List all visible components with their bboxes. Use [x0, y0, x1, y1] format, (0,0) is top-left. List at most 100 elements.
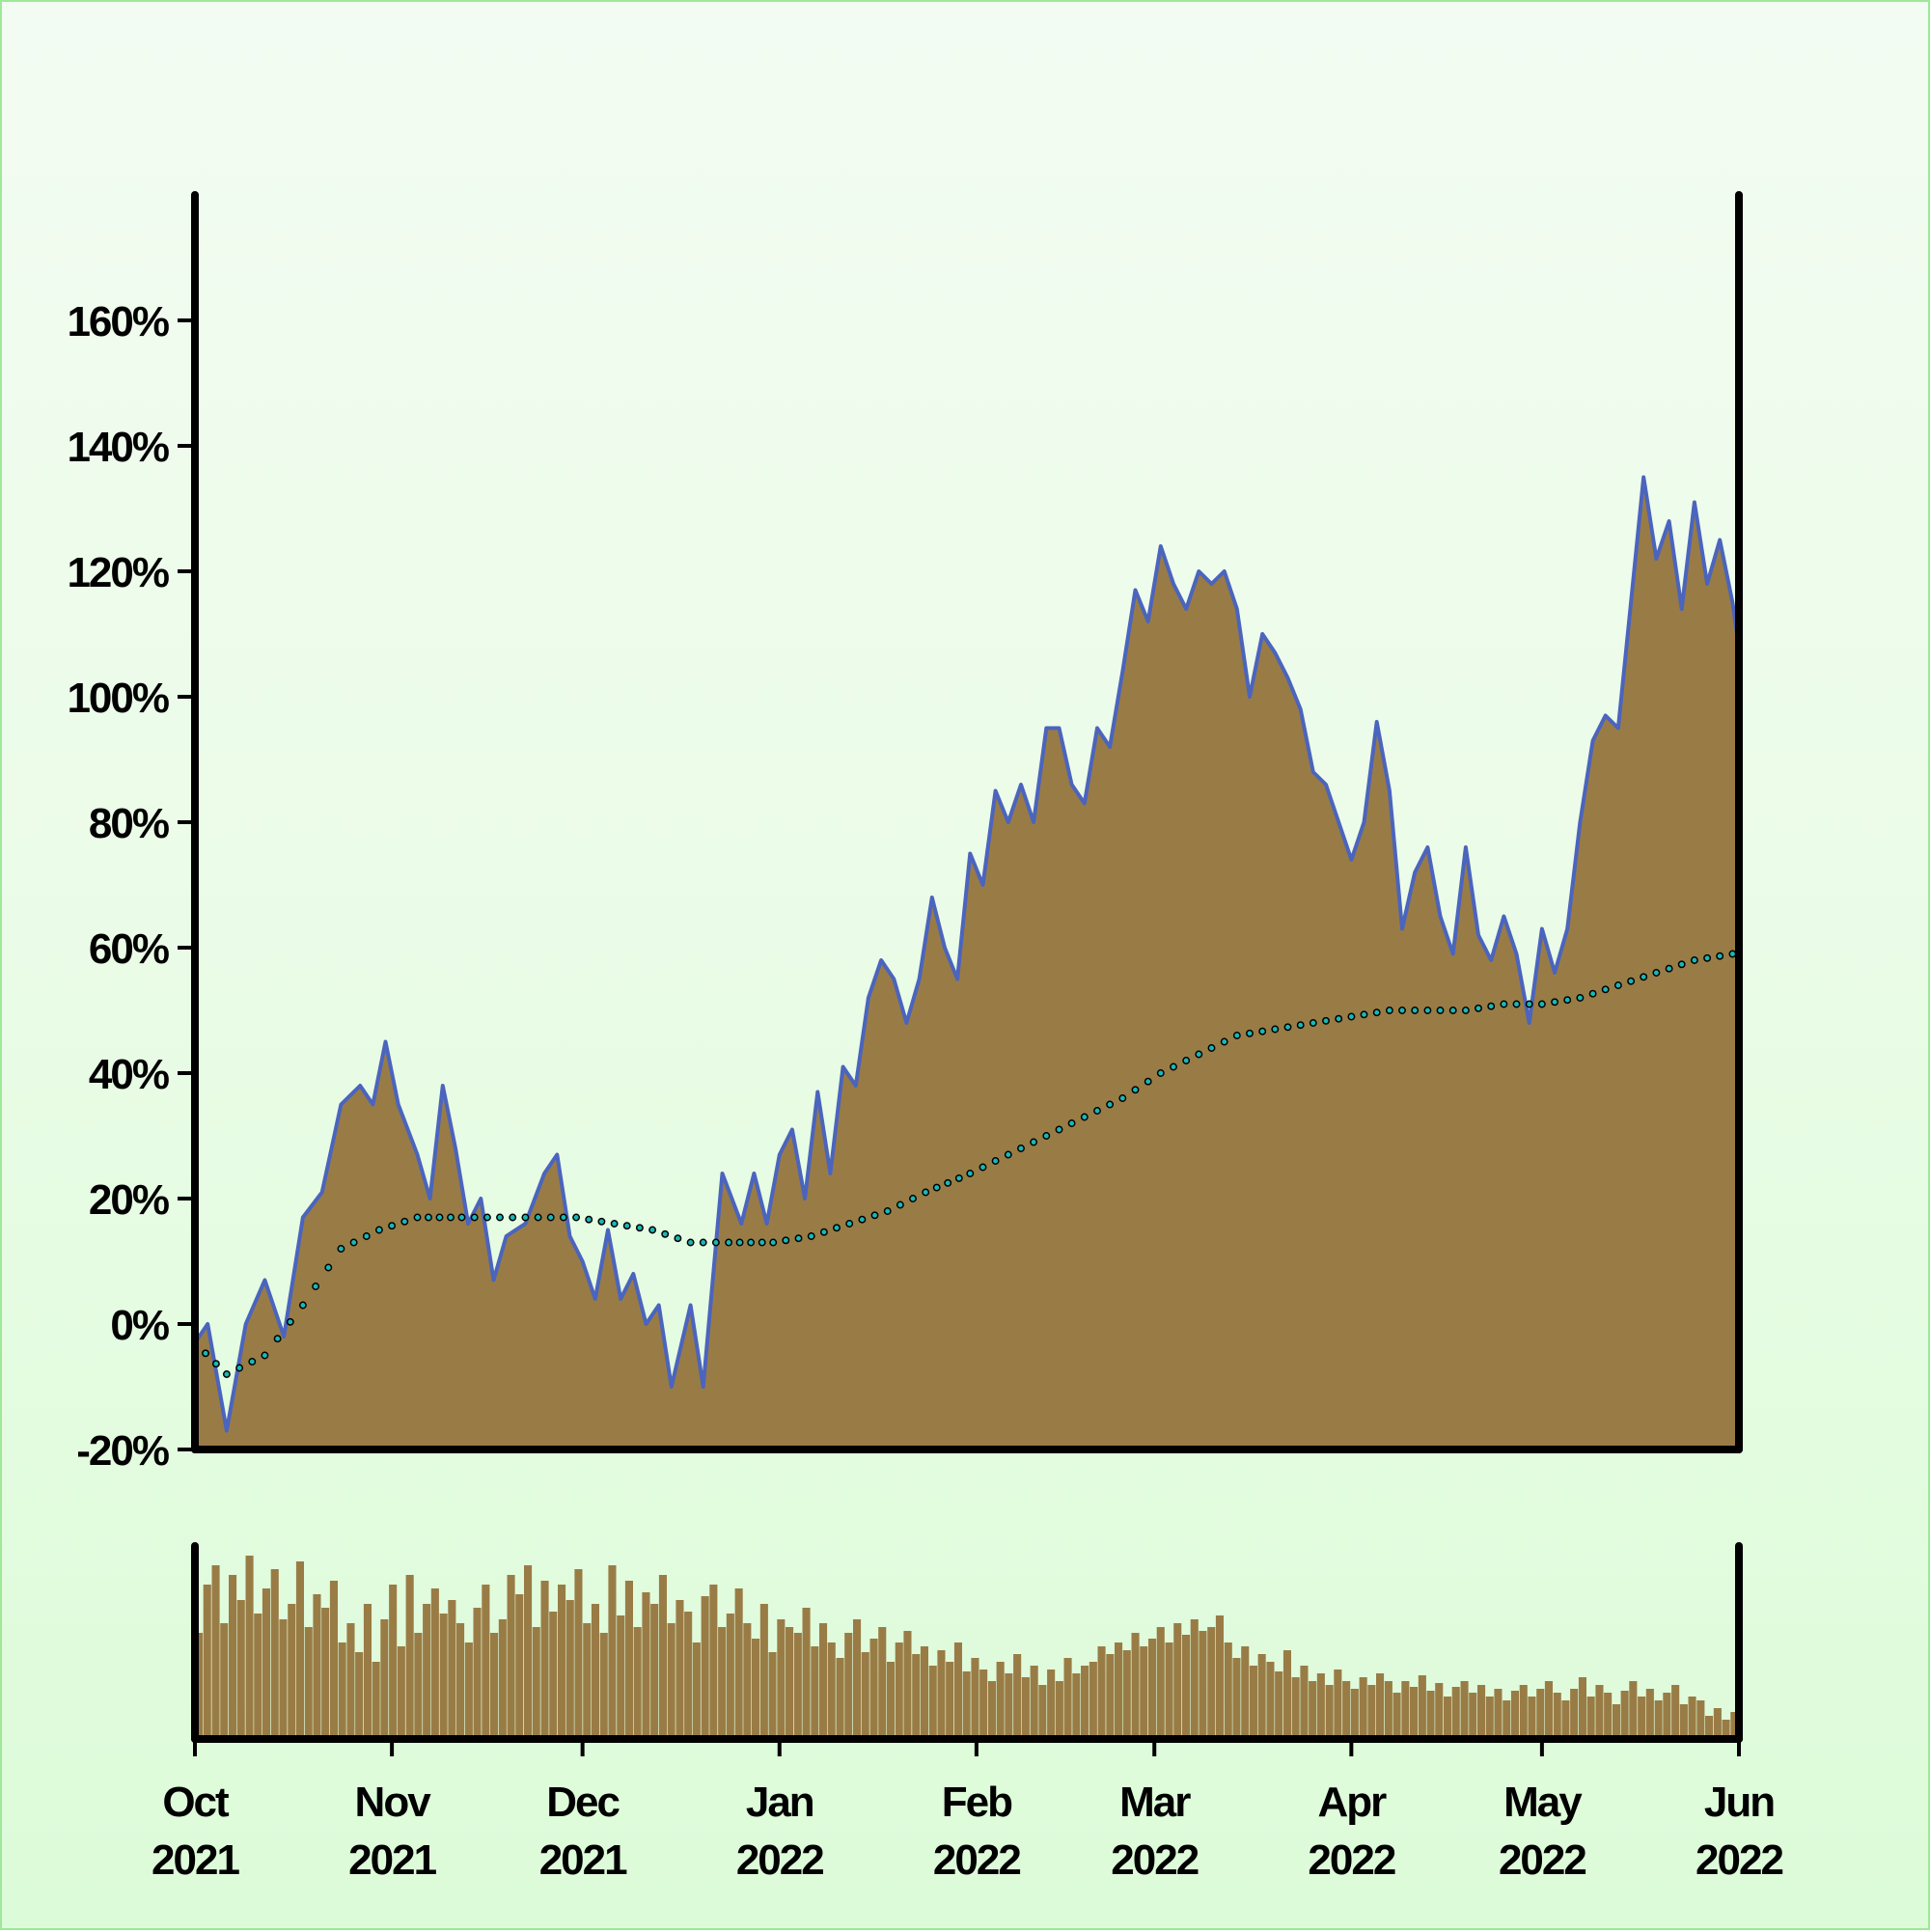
volume-bar: [903, 1631, 912, 1739]
volume-bar: [1696, 1700, 1705, 1739]
volume-bar: [549, 1612, 558, 1739]
volume-bar: [1021, 1677, 1030, 1739]
trend-dot: [735, 1238, 744, 1247]
volume-bar: [1275, 1671, 1283, 1739]
volume-bar: [759, 1604, 768, 1739]
y-tick-label: 140%: [67, 424, 168, 471]
volume-bar: [1013, 1654, 1022, 1739]
trend-dot: [1385, 1007, 1393, 1014]
trend-dot: [482, 1213, 491, 1222]
trend-dot: [1246, 1029, 1254, 1037]
volume-bar: [1519, 1685, 1528, 1739]
volume-bar: [1156, 1627, 1165, 1739]
volume-bar: [540, 1581, 549, 1739]
trend-dot: [1182, 1057, 1191, 1064]
trend-dot: [758, 1238, 766, 1247]
volume-bar: [195, 1633, 204, 1739]
volume-bar: [701, 1596, 709, 1739]
trend-dot: [559, 1213, 567, 1222]
volume-bar: [1182, 1635, 1191, 1739]
volume-bar: [1392, 1693, 1401, 1739]
x-tick-year: 2022: [1696, 1836, 1782, 1884]
volume-bar: [1350, 1689, 1359, 1739]
volume-bar: [633, 1627, 642, 1739]
trend-dot: [534, 1213, 542, 1222]
trend-dot: [699, 1238, 707, 1247]
volume-bar: [819, 1623, 828, 1739]
trend-dot: [944, 1178, 952, 1187]
volume-bar: [743, 1623, 752, 1739]
volume-bar: [1291, 1677, 1300, 1739]
volume-bar: [617, 1615, 625, 1739]
volume-bar: [1722, 1720, 1730, 1739]
trend-dot: [286, 1317, 294, 1326]
trend-dot: [1207, 1044, 1216, 1052]
x-tick-month: Feb: [942, 1779, 1012, 1826]
volume-bar: [726, 1614, 734, 1739]
trend-dot: [374, 1226, 383, 1234]
trend-dot: [991, 1157, 1000, 1165]
trend-dot: [686, 1238, 695, 1247]
trend-dot: [870, 1211, 879, 1220]
trend-dot: [222, 1370, 231, 1378]
trend-dot: [597, 1217, 606, 1226]
volume-bar: [768, 1652, 777, 1739]
volume-bar: [1325, 1685, 1334, 1739]
trend-dot: [1601, 985, 1610, 994]
trend-dot: [248, 1358, 257, 1366]
trend-dot: [966, 1170, 975, 1177]
trend-dot: [747, 1238, 756, 1247]
volume-bar: [1122, 1650, 1131, 1739]
volume-bar: [1654, 1700, 1663, 1739]
y-tick-label: 0%: [110, 1302, 168, 1349]
volume-bar: [1190, 1619, 1199, 1739]
volume-bar: [1224, 1642, 1232, 1739]
trend-dot: [1487, 1002, 1496, 1010]
volume-bar: [836, 1658, 844, 1739]
trend-dot: [1640, 973, 1648, 981]
volume-bar: [1097, 1646, 1106, 1739]
volume-bar: [1730, 1712, 1739, 1739]
volume-bar: [1713, 1708, 1722, 1739]
trend-dot: [261, 1351, 269, 1360]
x-tick-month: Oct: [162, 1779, 230, 1826]
x-tick-month: Dec: [546, 1779, 620, 1826]
volume-bar: [802, 1608, 811, 1739]
x-tick-year: 2021: [348, 1836, 436, 1884]
volume-bar: [928, 1666, 937, 1739]
trend-dot: [1551, 998, 1559, 1007]
volume-bar: [1510, 1691, 1519, 1739]
volume-bar: [254, 1614, 262, 1739]
volume-bar: [1173, 1623, 1182, 1739]
volume-bar: [414, 1633, 423, 1739]
trend-dot: [1170, 1063, 1177, 1071]
trend-dot: [1360, 1010, 1368, 1019]
trend-dot: [807, 1232, 815, 1240]
volume-bar: [667, 1623, 676, 1739]
trend-dot: [235, 1364, 244, 1372]
volume-bar: [1081, 1666, 1089, 1739]
volume-bar: [692, 1642, 701, 1739]
trend-dot: [1512, 1000, 1521, 1008]
volume-bar: [1469, 1693, 1477, 1739]
volume-bar: [211, 1565, 220, 1739]
trend-dot: [362, 1232, 371, 1240]
y-tick-label: 100%: [67, 675, 168, 722]
trend-dot: [1423, 1007, 1432, 1014]
volume-bar: [1663, 1693, 1671, 1739]
volume-bar: [1316, 1673, 1325, 1739]
trend-dot: [622, 1222, 631, 1230]
volume-bar: [599, 1633, 608, 1739]
x-tick-month: May: [1503, 1779, 1583, 1826]
trend-dot: [211, 1360, 220, 1368]
trend-dot: [1398, 1007, 1406, 1014]
volume-bar: [979, 1670, 988, 1739]
trend-dot: [1195, 1050, 1203, 1059]
volume-bar: [953, 1642, 962, 1739]
volume-bar: [1047, 1670, 1056, 1739]
y-tick-label: 120%: [67, 549, 168, 596]
volume-bar: [1376, 1673, 1385, 1739]
volume-bar: [1418, 1675, 1426, 1739]
volume-bar: [355, 1652, 364, 1739]
volume-bar: [1629, 1681, 1638, 1739]
